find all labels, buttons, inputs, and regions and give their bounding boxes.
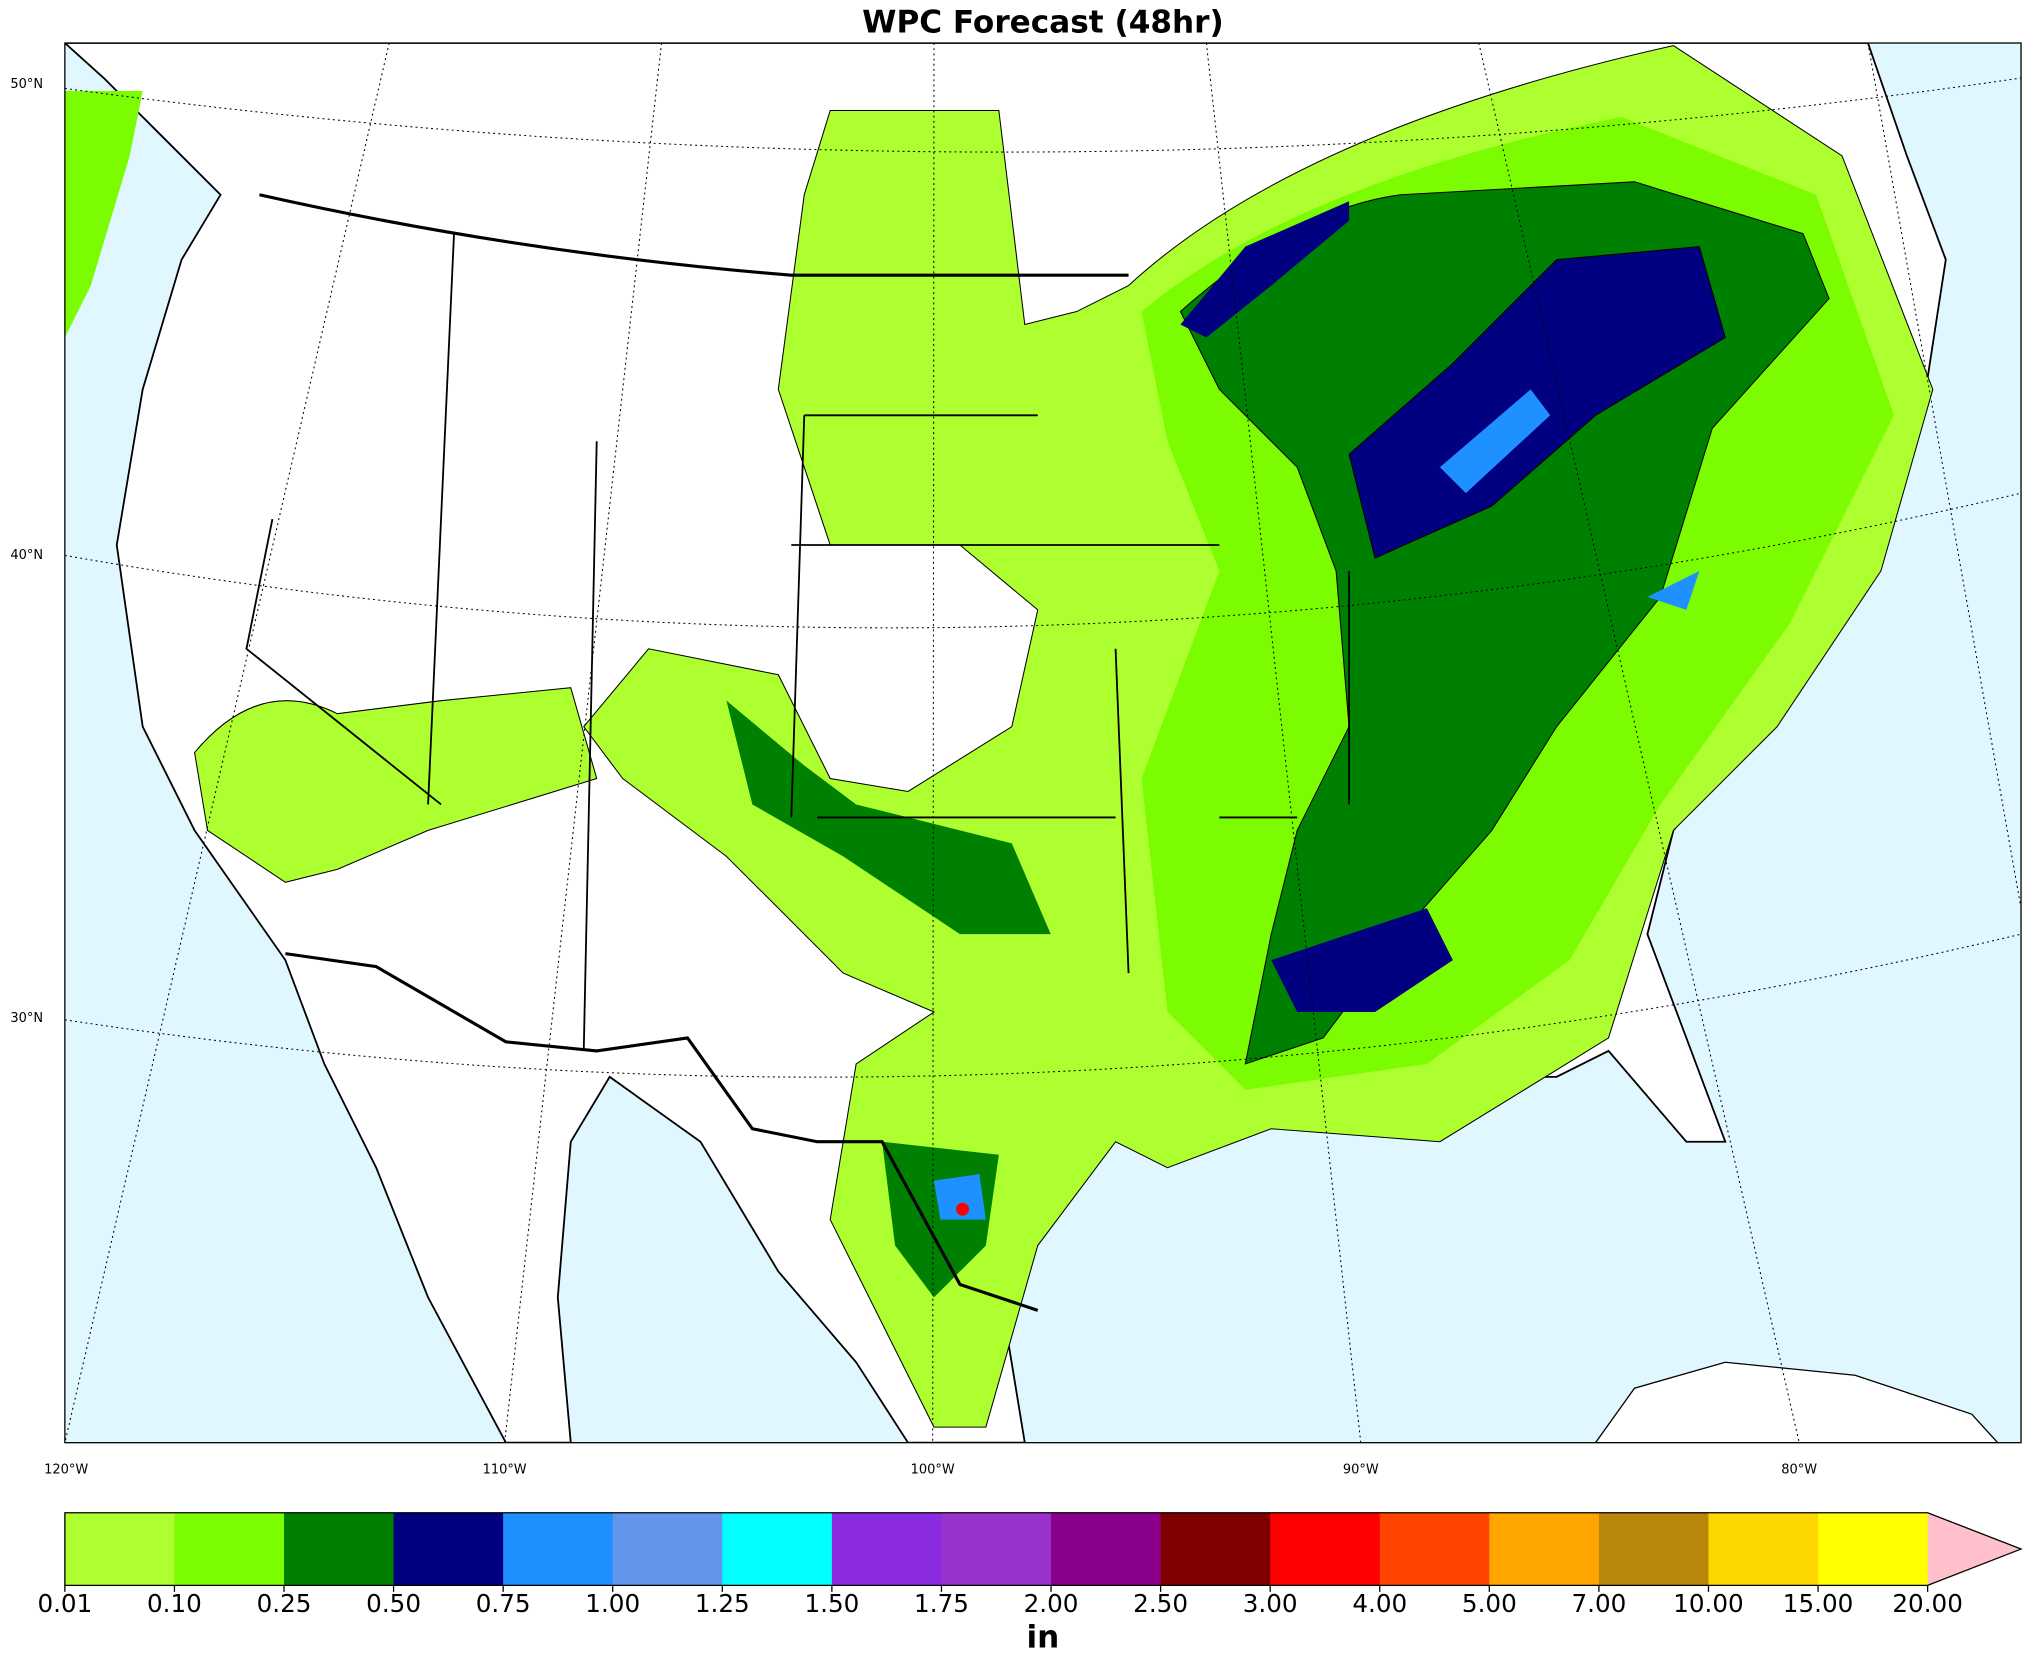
lon-label: 120°W xyxy=(44,1462,88,1477)
colorbar-outline xyxy=(64,1512,2023,1587)
colorbar-segment xyxy=(1379,1512,1490,1586)
colorbar-tick-label: 15.00 xyxy=(1783,1589,1854,1618)
colorbar-tick-label: 1.50 xyxy=(804,1589,859,1618)
colorbar-tick-label: 10.00 xyxy=(1673,1589,1744,1618)
colorbar-segment xyxy=(64,1512,176,1586)
precip-light-nw xyxy=(64,91,143,338)
title: WPC Forecast (48hr) xyxy=(862,5,1224,41)
colorbar-segment xyxy=(612,1512,723,1586)
colorbar-segment xyxy=(1598,1512,1710,1586)
colorbar-tick-label: 4.00 xyxy=(1352,1589,1407,1618)
colorbar-tick-label: 0.10 xyxy=(147,1589,202,1618)
colorbar-segment xyxy=(831,1512,943,1586)
mexico-border xyxy=(285,952,1039,1312)
lat-label: 40°N xyxy=(10,548,43,563)
colorbar-segment xyxy=(1818,1512,1929,1586)
colorbar-extension xyxy=(1927,1512,2022,1586)
precip-navy-3 xyxy=(1271,908,1453,1013)
map-frame xyxy=(64,42,2022,1444)
colorbar-tick-label: 3.00 xyxy=(1243,1589,1298,1618)
colorbar-segment xyxy=(1270,1512,1381,1586)
lat-label: 50°N xyxy=(10,77,43,92)
colorbar-segment xyxy=(174,1512,285,1586)
precip-navy-2 xyxy=(1180,201,1350,338)
lon-label: 100°W xyxy=(911,1462,955,1477)
colorbar-tick-label: 0.75 xyxy=(476,1589,531,1618)
canada-border xyxy=(259,193,1129,277)
colorbar-segment xyxy=(941,1512,1052,1586)
colorbar-tick-label: 2.50 xyxy=(1133,1589,1188,1618)
colorbar-segment xyxy=(1489,1512,1600,1586)
colorbar-tick-label: 2.00 xyxy=(1024,1589,1079,1618)
colorbar-tick-label: 20.00 xyxy=(1892,1589,1963,1618)
colorbar-segment xyxy=(1708,1512,1819,1586)
colorbar-tick-label: 1.25 xyxy=(695,1589,750,1618)
lat-label: 30°N xyxy=(10,1011,43,1026)
colorbar-tick-label: 1.75 xyxy=(914,1589,969,1618)
precip-light-west xyxy=(194,687,598,883)
colorbar: 0.01 0.10 0.25 0.50 0.75 1.00 1.25 1.50 1.75 2.00… xyxy=(37,1512,2023,1618)
colorbar-tick-label: 0.01 xyxy=(37,1589,92,1618)
graticule xyxy=(64,43,2022,1443)
colorbar-unit: in xyxy=(1027,1620,1060,1656)
lon-label: 90°W xyxy=(1343,1462,1379,1477)
colorbar-segment xyxy=(1160,1512,1271,1586)
colorbar-tick-label: 1.00 xyxy=(585,1589,640,1618)
cuba xyxy=(1594,1361,1999,1443)
lon-label: 110°W xyxy=(483,1462,527,1477)
colorbar-tick-label: 5.00 xyxy=(1462,1589,1517,1618)
colorbar-segment xyxy=(503,1512,614,1586)
lon-labels: 120°W 110°W 100°W 90°W 80°W xyxy=(44,1462,1817,1477)
colorbar-segment xyxy=(393,1512,504,1586)
colorbar-tick-label: 0.25 xyxy=(257,1589,312,1618)
precip-peak xyxy=(956,1202,970,1216)
lat-labels: 50°N 40°N 30°N xyxy=(10,77,43,1026)
colorbar-segment xyxy=(284,1512,395,1586)
state-borders xyxy=(245,233,1350,1051)
lon-label: 80°W xyxy=(1781,1462,1817,1477)
map xyxy=(64,43,2022,1443)
colorbar-segment xyxy=(1051,1512,1162,1586)
colorbar-segment xyxy=(722,1512,833,1586)
colorbar-tick-label: 7.00 xyxy=(1571,1589,1626,1618)
colorbar-tick-label: 0.50 xyxy=(366,1589,421,1618)
